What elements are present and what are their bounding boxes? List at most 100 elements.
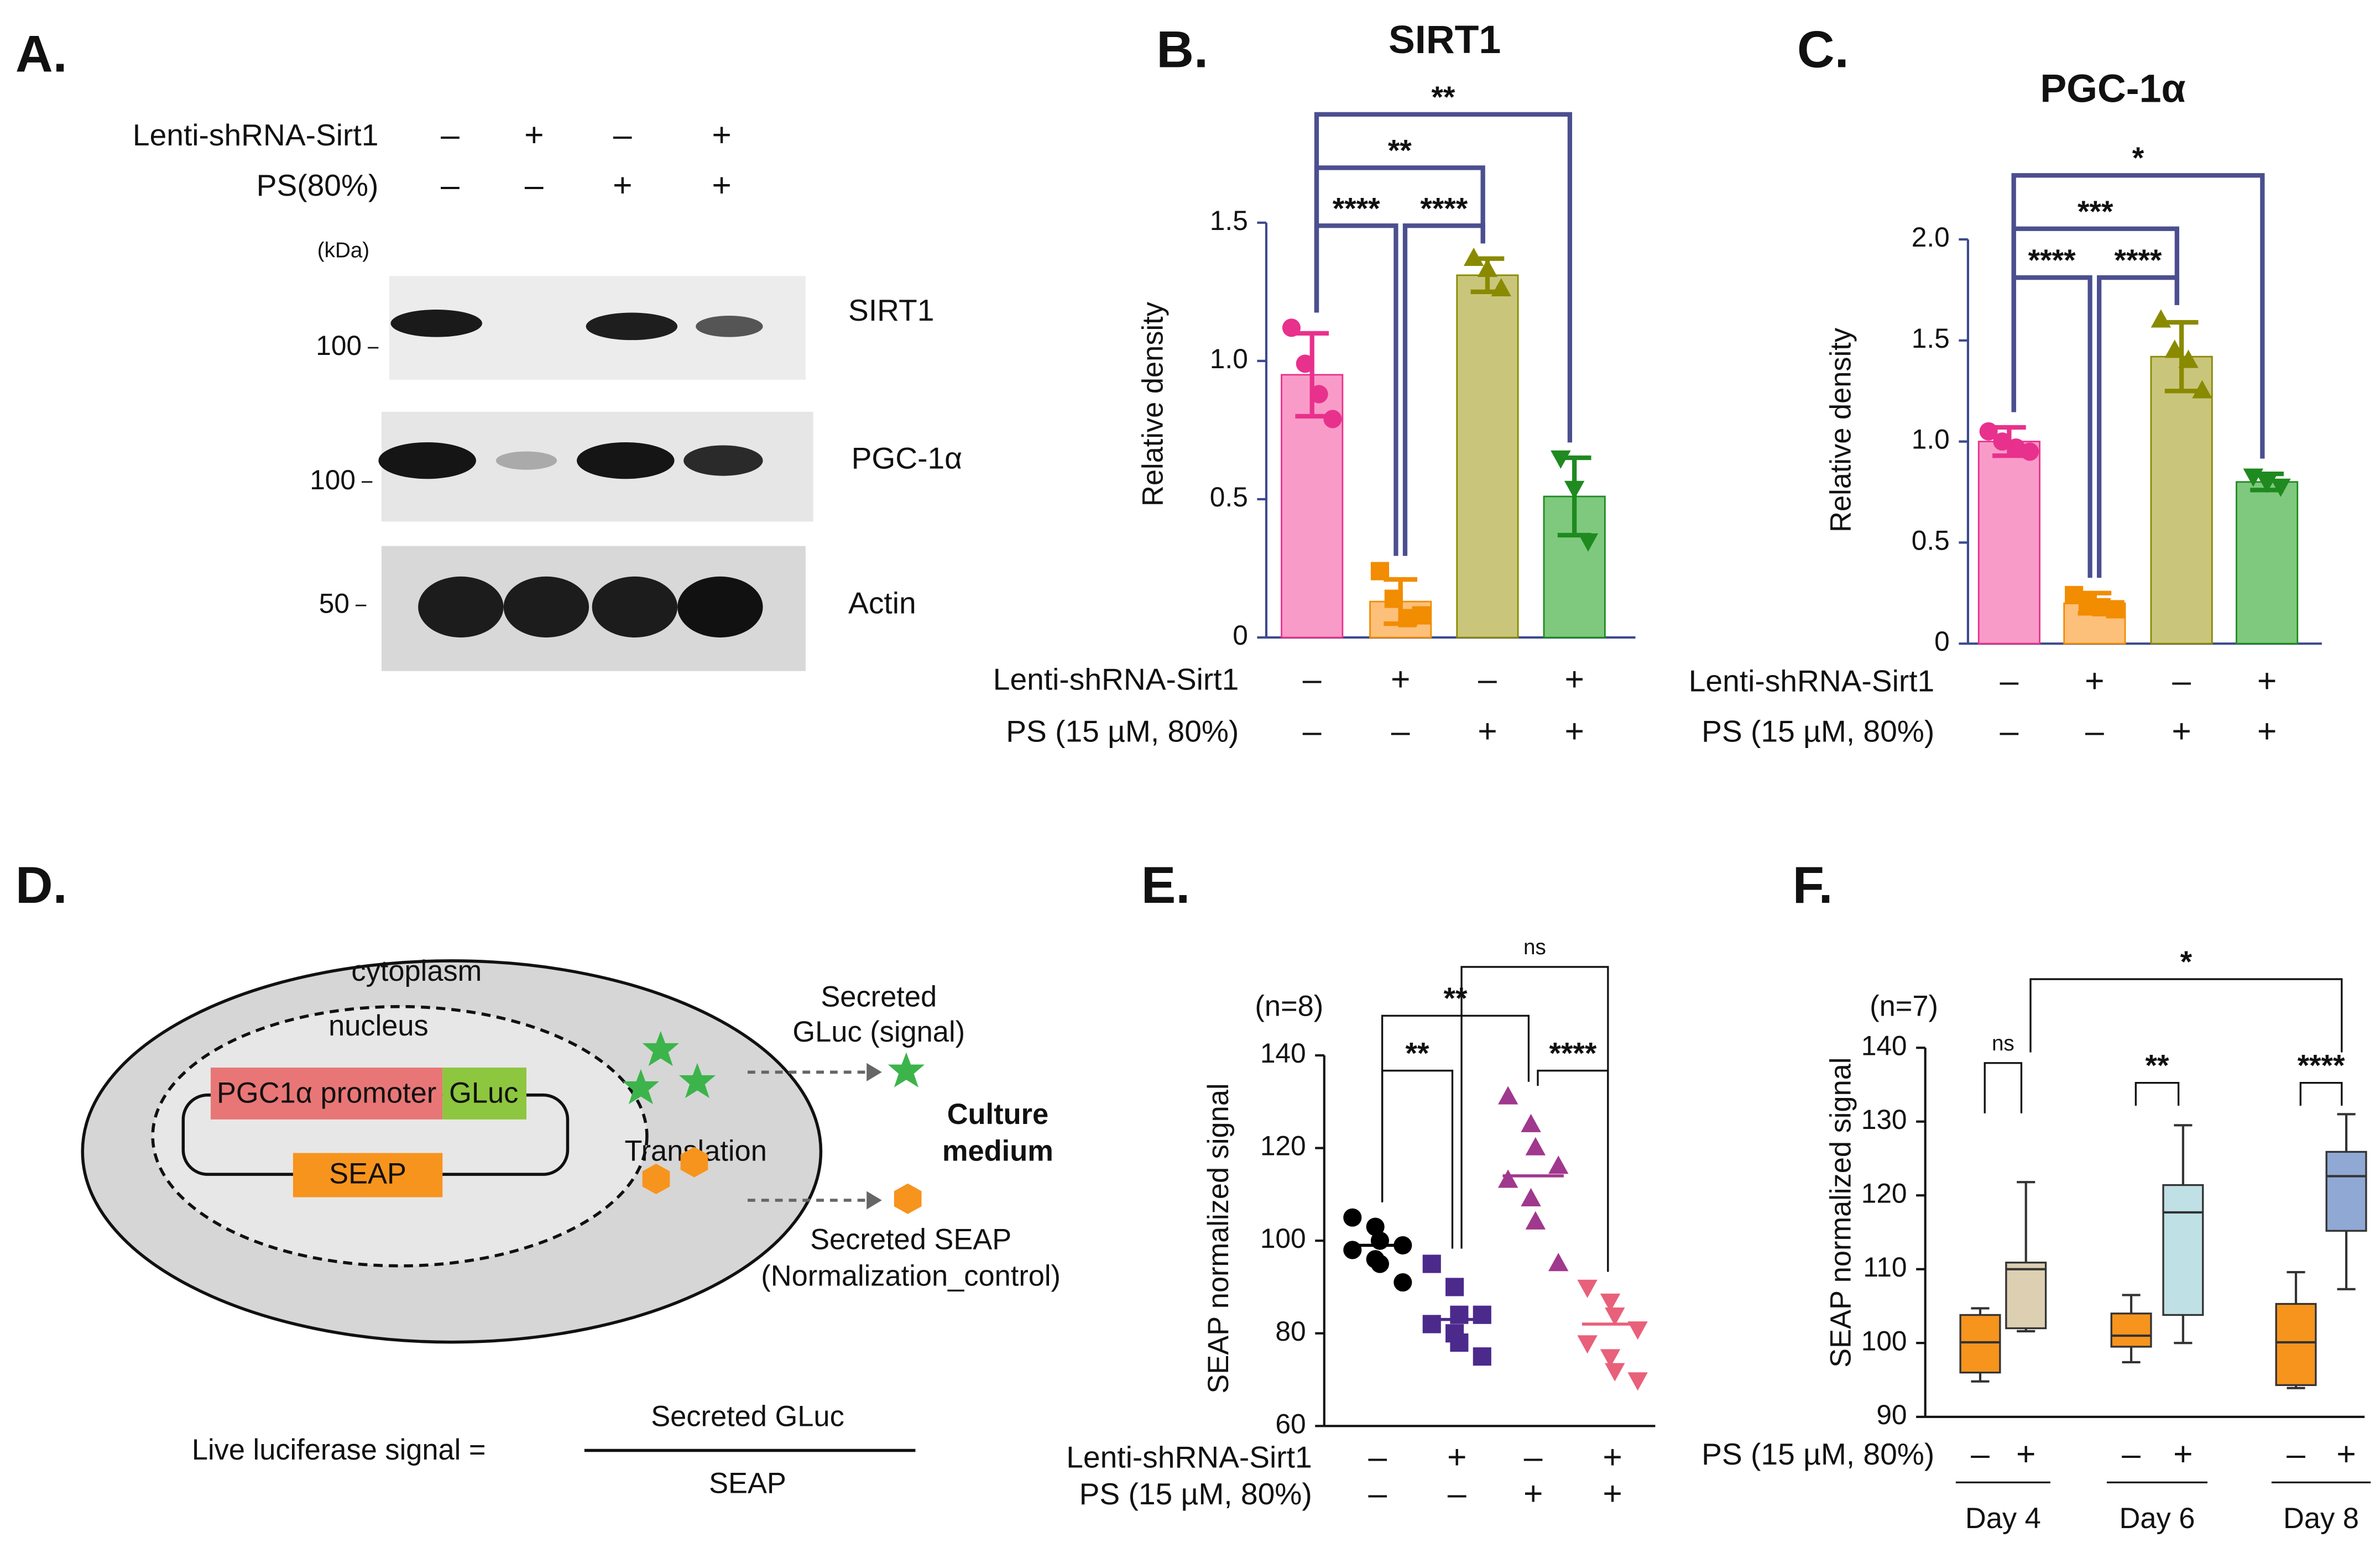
y-tick-label: 100 (1861, 1325, 1907, 1356)
data-point (2164, 339, 2185, 358)
strip-name: Actin (848, 586, 916, 620)
row-label: Lenti-shRNA-Sirt1 (133, 118, 378, 152)
significance-label: * (2132, 140, 2144, 175)
y-tick-label: 0 (1233, 620, 1248, 651)
sign: + (1603, 1438, 1622, 1476)
marker-label: 100 (310, 464, 356, 495)
y-tick-label: 1.0 (1210, 343, 1248, 374)
data-point (1412, 606, 1431, 625)
data-point (1463, 247, 1484, 266)
data-point (1473, 1305, 1491, 1324)
significance-bracket (2299, 1081, 2343, 1106)
note: (n=8) (1255, 990, 1323, 1022)
arrow-head (867, 1063, 882, 1081)
data-point (1497, 1086, 1518, 1105)
data-point (1450, 1305, 1469, 1324)
significance-bracket (2134, 1081, 2180, 1106)
data-point (1477, 258, 1498, 278)
data-point (1605, 1363, 1625, 1382)
data-point (1491, 278, 1511, 297)
band (592, 576, 678, 638)
y-tick-label: 0 (1934, 626, 1950, 657)
significance-label: **** (2028, 243, 2076, 277)
panel-label: A. (15, 25, 67, 83)
formula-numerator: Secreted GLuc (651, 1400, 844, 1432)
sign: + (2016, 1435, 2035, 1473)
significance-label: **** (1549, 1036, 1596, 1070)
row-label: Lenti-shRNA-Sirt1 (1066, 1440, 1312, 1474)
data-point (1979, 422, 1998, 441)
promoter-box (210, 1068, 443, 1120)
sign: + (1523, 1474, 1543, 1512)
sign: – (2000, 712, 2019, 750)
sign: – (613, 116, 632, 153)
data-point (1422, 1315, 1441, 1333)
sign: – (1971, 1435, 1990, 1473)
arrow-head (867, 1191, 882, 1210)
sign: + (1603, 1474, 1622, 1512)
y-tick-label: 1.0 (1912, 424, 1950, 455)
sign: – (1303, 712, 1322, 750)
band (677, 576, 763, 638)
box (1959, 1314, 2001, 1374)
row-label: PS (15 µM, 80%) (1702, 714, 1934, 748)
panel-label: C. (1797, 20, 1849, 78)
panel-label: E. (1141, 856, 1191, 914)
sign: – (1391, 712, 1410, 750)
y-tick-label: 2.0 (1912, 222, 1950, 253)
data-point (1393, 1273, 1412, 1292)
cytoplasm-label: cytoplasm (351, 955, 482, 987)
data-point (1343, 1208, 1362, 1227)
data-point (1384, 589, 1403, 608)
y-tick-label: 140 (1861, 1030, 1907, 1061)
band (503, 576, 589, 638)
band (378, 442, 476, 479)
y-tick-label: 100 (1260, 1223, 1306, 1254)
significance-label: ** (1406, 1036, 1429, 1070)
day-label: Day 8 (2283, 1503, 2359, 1535)
sign: + (2257, 712, 2277, 750)
band (495, 451, 557, 470)
data-point (1473, 1347, 1491, 1366)
chart-title: PGC-1α (2040, 66, 2185, 111)
box (2110, 1312, 2152, 1348)
significance-label: ** (1388, 133, 1412, 167)
sign: + (1564, 660, 1584, 698)
data-point (1323, 410, 1342, 428)
data-point (1577, 1279, 1598, 1298)
data-point (1577, 1335, 1598, 1354)
y-tick-label: 120 (1260, 1131, 1306, 1162)
sign: – (441, 166, 460, 203)
secreted-seap: Secreted SEAP (810, 1223, 1011, 1256)
row-label: Lenti-shRNA-Sirt1 (993, 662, 1239, 697)
data-point (1370, 562, 1389, 580)
significance-bracket (1381, 1014, 1530, 1202)
data-point (1422, 1254, 1441, 1273)
data-point (1521, 1113, 1541, 1132)
data-point (1627, 1372, 1648, 1391)
data-point (1600, 1349, 1621, 1368)
y-tick-label: 140 (1260, 1038, 1306, 1069)
row-label: PS (15 µM, 80%) (1702, 1437, 1934, 1471)
significance-label: **** (1333, 191, 1380, 225)
data-point (1343, 1241, 1362, 1259)
seap-box (293, 1153, 443, 1197)
data-point (1450, 1333, 1469, 1352)
y-tick-label: 60 (1275, 1408, 1306, 1439)
significance-label: **** (2298, 1048, 2345, 1082)
significance-bracket (1314, 112, 1573, 443)
day-label: Day 6 (2120, 1503, 2195, 1535)
marker-label: 100 (316, 330, 362, 361)
sign: – (441, 116, 460, 153)
sign: + (2257, 662, 2277, 699)
marker-label: 50 (319, 588, 349, 619)
data-point (2243, 468, 2263, 487)
y-tick-label: 0.5 (1912, 525, 1950, 556)
band (696, 316, 763, 337)
sign: + (1478, 712, 1497, 750)
sign: + (712, 116, 731, 153)
data-point (1548, 1155, 1569, 1174)
significance-label: **** (1420, 191, 1468, 225)
secreted-seap: (Normalization_control) (761, 1261, 1061, 1293)
bar (2236, 481, 2299, 645)
